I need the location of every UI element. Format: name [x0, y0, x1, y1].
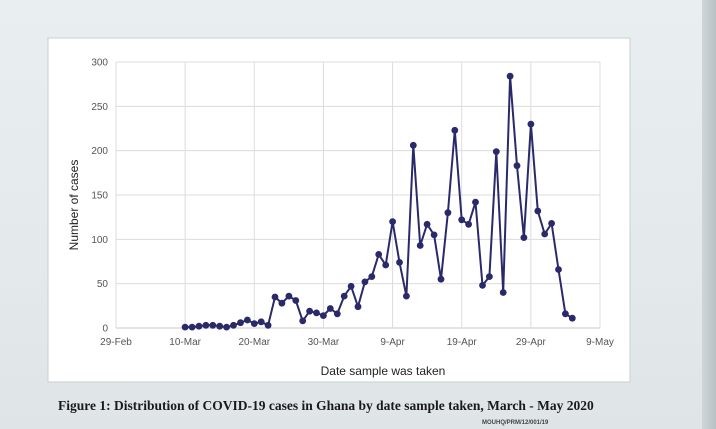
data-point [285, 292, 293, 300]
y-tick-label: 300 [91, 58, 108, 69]
data-point [181, 323, 189, 331]
data-point [271, 293, 279, 301]
data-point [409, 141, 417, 149]
data-point [437, 275, 445, 283]
data-point [520, 234, 528, 242]
y-tick-label: 250 [91, 102, 108, 113]
data-point [513, 162, 521, 170]
y-tick-label: 150 [91, 191, 108, 202]
screen-edge [702, 0, 716, 429]
data-point [444, 209, 452, 217]
x-tick-label: 9-May [586, 337, 614, 348]
data-point [368, 273, 376, 280]
data-point [250, 320, 258, 327]
data-point [216, 322, 224, 330]
y-axis-title: Number of cases [67, 160, 81, 251]
x-tick-label: 10-Mar [169, 337, 201, 348]
data-point [458, 216, 466, 224]
data-point [423, 220, 431, 228]
data-point [278, 299, 286, 307]
data-point [264, 321, 272, 329]
data-point [568, 314, 576, 322]
data-point [320, 312, 327, 319]
x-tick-label: 19-Apr [447, 337, 478, 348]
data-point [562, 310, 569, 318]
data-point [382, 261, 390, 269]
data-point [326, 305, 334, 312]
data-point [492, 148, 500, 156]
gridlines [115, 61, 601, 329]
data-point [257, 318, 265, 326]
y-tick-label: 200 [91, 146, 108, 157]
data-point [548, 220, 555, 227]
data-point [479, 282, 486, 289]
data-point [230, 321, 237, 329]
y-tick-labels: 0 50 100 150 200 250 300 [91, 58, 108, 335]
footer-code: MOUHQ/PRM/12/001/19 [482, 420, 549, 426]
x-axis-title: Date sample was taken [321, 364, 446, 378]
x-tick-labels: 29-Feb 10-Mar 20-Mar 30-Mar 9-Apr 19-Apr 29-Ap… [100, 337, 614, 348]
data-point [527, 120, 535, 128]
data-point [451, 126, 459, 134]
data-point [534, 207, 542, 215]
x-tick-label: 29-Feb [100, 337, 132, 348]
data-point [188, 323, 196, 331]
data-point [472, 198, 479, 206]
x-tick-label: 30-Mar [308, 337, 340, 348]
data-point [340, 292, 348, 300]
data-point [313, 309, 320, 317]
data-point [403, 292, 410, 300]
data-point [499, 289, 507, 296]
data-point [541, 230, 549, 238]
data-point [347, 282, 355, 290]
data-point [354, 303, 362, 311]
data-point [244, 316, 251, 324]
data-point [465, 220, 472, 228]
data-point [292, 297, 300, 304]
data-point [396, 259, 403, 266]
y-tick-label: 100 [91, 235, 108, 246]
x-tick-label: 20-Mar [238, 337, 270, 348]
data-point [209, 321, 217, 329]
x-tick-label: 29-Apr [516, 337, 547, 348]
data-point [299, 317, 307, 325]
data-point [361, 278, 369, 286]
y-tick-label: 50 [97, 279, 109, 290]
data-point [416, 242, 424, 249]
data-point [506, 72, 514, 80]
data-point [223, 323, 231, 331]
data-point [375, 251, 383, 258]
data-point [486, 273, 493, 280]
y-tick-label: 0 [102, 324, 108, 335]
data-point [237, 319, 244, 327]
x-tick-label: 9-Apr [380, 337, 405, 348]
data-point [430, 231, 438, 239]
chart-area [47, 37, 631, 383]
data-point [202, 321, 210, 329]
data-point [333, 310, 341, 318]
data-points [181, 72, 576, 331]
data-point [195, 322, 203, 330]
figure-caption: Figure 1: Distribution of COVID-19 cases… [58, 398, 594, 413]
data-point [306, 307, 313, 315]
data-point [555, 266, 562, 273]
data-point [389, 218, 396, 226]
